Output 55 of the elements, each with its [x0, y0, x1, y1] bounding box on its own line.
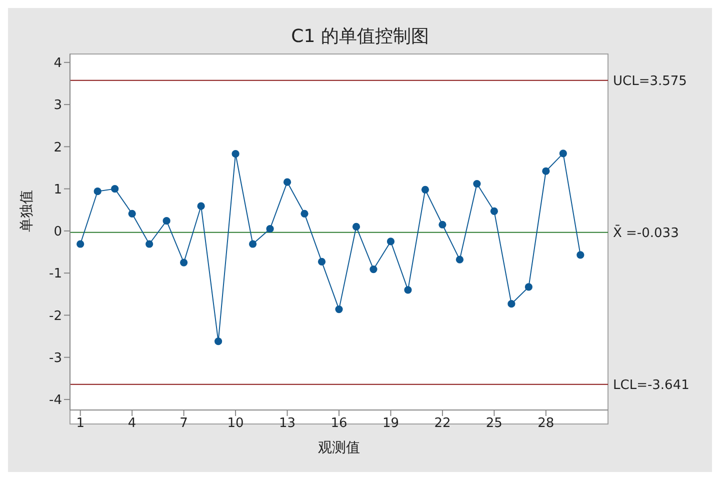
x-tick-label: 7 [180, 416, 188, 432]
point [111, 185, 119, 193]
point [473, 180, 481, 188]
point [300, 210, 308, 218]
point [76, 240, 84, 248]
x-axis-title: 观测值 [318, 440, 360, 456]
chart-title: C1 的单值控制图 [290, 25, 430, 48]
point [421, 186, 430, 194]
point [162, 217, 170, 225]
point [94, 188, 102, 196]
point [370, 265, 378, 274]
y-tick-label: 0 [54, 224, 62, 240]
point [214, 338, 222, 346]
ref-line-label: X̄ =-0.033 [613, 224, 679, 241]
y-tick-label: -1 [49, 266, 62, 282]
y-tick-label: -2 [49, 308, 62, 324]
point [386, 238, 395, 246]
y-tick-label: 1 [54, 182, 62, 198]
point [266, 225, 274, 233]
point [559, 150, 567, 158]
x-tick-label: 16 [330, 416, 348, 432]
x-tick-label: 19 [382, 416, 400, 432]
point [490, 207, 498, 215]
point [576, 251, 584, 259]
ref-line-label: UCL=3.575 [613, 74, 687, 89]
point [542, 167, 550, 175]
x-tick-label: 13 [278, 416, 296, 432]
x-tick-label: 25 [486, 416, 502, 432]
y-tick-label: 2 [54, 140, 62, 156]
point [318, 258, 326, 266]
point [232, 150, 240, 158]
point [508, 300, 516, 308]
y-tick-label: -4 [49, 393, 62, 408]
y-tick-label: -3 [49, 350, 62, 366]
point [352, 222, 360, 231]
point [524, 283, 532, 291]
point [456, 256, 464, 264]
point [248, 240, 257, 248]
x-tick-label: 28 [538, 416, 554, 432]
point [335, 306, 343, 314]
point [128, 210, 136, 218]
point [438, 220, 446, 228]
point [146, 240, 154, 248]
ref-line-label: LCL=-3.641 [613, 378, 690, 393]
x-tick-label: 1 [76, 416, 84, 432]
x-tick-label: 22 [434, 416, 451, 432]
x-tick-label: 10 [227, 416, 244, 432]
point [197, 202, 205, 210]
x-tick-label: 4 [128, 416, 136, 432]
y-tick-label: 3 [54, 98, 62, 114]
point [404, 286, 412, 294]
y-axis-title: 单独值 [18, 190, 35, 232]
y-tick-label: 4 [54, 56, 62, 72]
point [283, 178, 292, 186]
point [180, 258, 188, 266]
